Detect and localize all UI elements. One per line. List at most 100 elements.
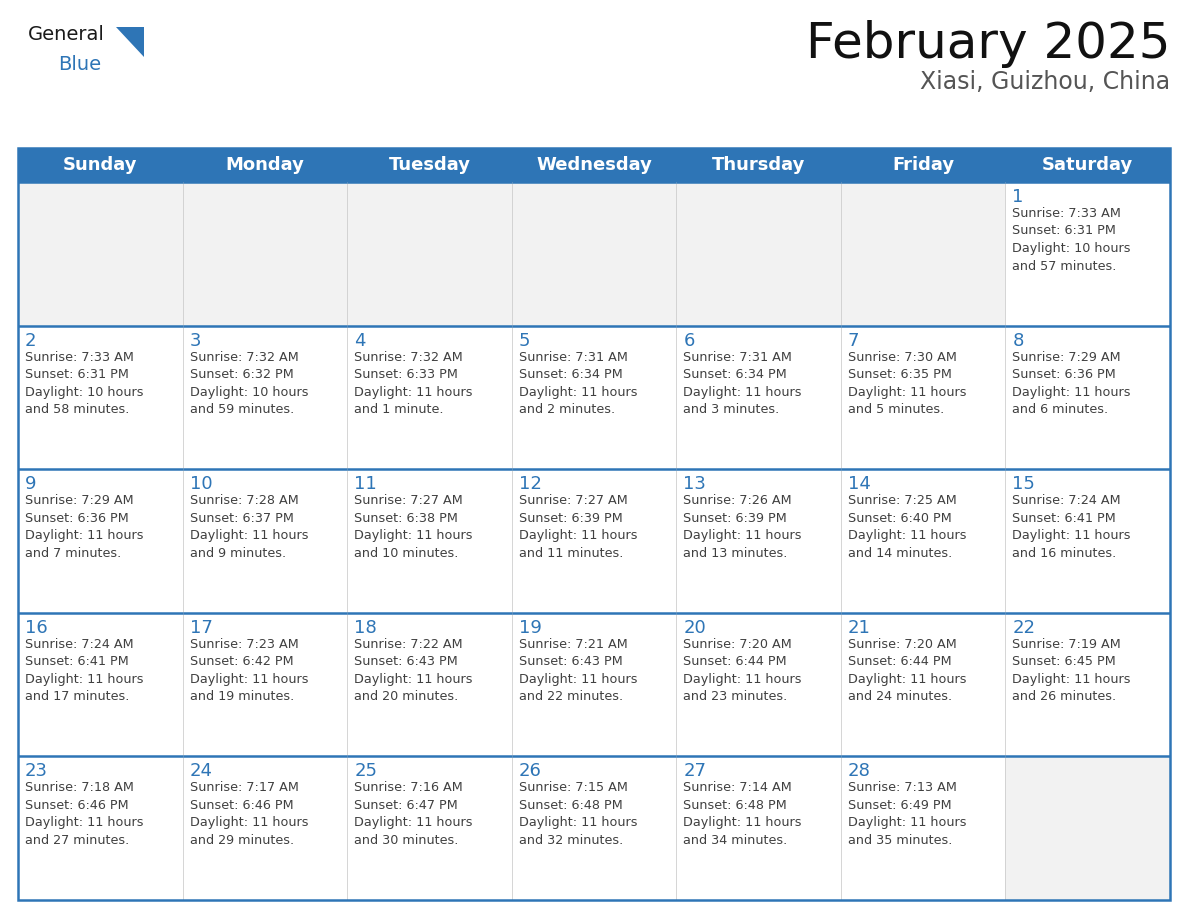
Text: Sunrise: 7:32 AM
Sunset: 6:32 PM
Daylight: 10 hours
and 59 minutes.: Sunrise: 7:32 AM Sunset: 6:32 PM Dayligh… bbox=[190, 351, 308, 416]
Text: 2: 2 bbox=[25, 331, 37, 350]
Bar bbox=[18, 148, 1170, 900]
Bar bbox=[1005, 756, 1170, 900]
Text: 3: 3 bbox=[190, 331, 201, 350]
Text: 17: 17 bbox=[190, 619, 213, 637]
Text: Sunrise: 7:24 AM
Sunset: 6:41 PM
Daylight: 11 hours
and 17 minutes.: Sunrise: 7:24 AM Sunset: 6:41 PM Dayligh… bbox=[25, 638, 144, 703]
Text: 19: 19 bbox=[519, 619, 542, 637]
Text: Sunrise: 7:21 AM
Sunset: 6:43 PM
Daylight: 11 hours
and 22 minutes.: Sunrise: 7:21 AM Sunset: 6:43 PM Dayligh… bbox=[519, 638, 637, 703]
Text: 15: 15 bbox=[1012, 476, 1035, 493]
Bar bbox=[347, 613, 512, 756]
Bar bbox=[1005, 613, 1170, 756]
Text: Sunrise: 7:28 AM
Sunset: 6:37 PM
Daylight: 11 hours
and 9 minutes.: Sunrise: 7:28 AM Sunset: 6:37 PM Dayligh… bbox=[190, 494, 308, 560]
Text: 22: 22 bbox=[1012, 619, 1036, 637]
Text: 25: 25 bbox=[354, 763, 377, 780]
Text: Thursday: Thursday bbox=[712, 156, 805, 174]
Polygon shape bbox=[116, 27, 144, 57]
Bar bbox=[841, 469, 1005, 613]
Text: Sunrise: 7:23 AM
Sunset: 6:42 PM
Daylight: 11 hours
and 19 minutes.: Sunrise: 7:23 AM Sunset: 6:42 PM Dayligh… bbox=[190, 638, 308, 703]
Bar bbox=[1005, 326, 1170, 469]
Text: Sunrise: 7:20 AM
Sunset: 6:44 PM
Daylight: 11 hours
and 24 minutes.: Sunrise: 7:20 AM Sunset: 6:44 PM Dayligh… bbox=[848, 638, 966, 703]
Text: 11: 11 bbox=[354, 476, 377, 493]
Text: 10: 10 bbox=[190, 476, 213, 493]
Text: Monday: Monday bbox=[226, 156, 304, 174]
Bar bbox=[676, 613, 841, 756]
Text: Sunrise: 7:22 AM
Sunset: 6:43 PM
Daylight: 11 hours
and 20 minutes.: Sunrise: 7:22 AM Sunset: 6:43 PM Dayligh… bbox=[354, 638, 473, 703]
Text: 1: 1 bbox=[1012, 188, 1024, 206]
Bar bbox=[841, 182, 1005, 326]
Bar bbox=[18, 182, 183, 326]
Text: Sunrise: 7:17 AM
Sunset: 6:46 PM
Daylight: 11 hours
and 29 minutes.: Sunrise: 7:17 AM Sunset: 6:46 PM Dayligh… bbox=[190, 781, 308, 847]
Bar bbox=[512, 613, 676, 756]
Text: Sunrise: 7:15 AM
Sunset: 6:48 PM
Daylight: 11 hours
and 32 minutes.: Sunrise: 7:15 AM Sunset: 6:48 PM Dayligh… bbox=[519, 781, 637, 847]
Text: Sunrise: 7:20 AM
Sunset: 6:44 PM
Daylight: 11 hours
and 23 minutes.: Sunrise: 7:20 AM Sunset: 6:44 PM Dayligh… bbox=[683, 638, 802, 703]
Bar bbox=[347, 326, 512, 469]
Text: Sunrise: 7:31 AM
Sunset: 6:34 PM
Daylight: 11 hours
and 3 minutes.: Sunrise: 7:31 AM Sunset: 6:34 PM Dayligh… bbox=[683, 351, 802, 416]
Text: Xiasi, Guizhou, China: Xiasi, Guizhou, China bbox=[920, 70, 1170, 94]
Text: 24: 24 bbox=[190, 763, 213, 780]
Text: Sunday: Sunday bbox=[63, 156, 138, 174]
Text: Blue: Blue bbox=[58, 55, 101, 74]
Bar bbox=[1005, 182, 1170, 326]
Bar bbox=[18, 756, 183, 900]
Bar bbox=[512, 756, 676, 900]
Bar bbox=[512, 469, 676, 613]
Text: 26: 26 bbox=[519, 763, 542, 780]
Text: 23: 23 bbox=[25, 763, 48, 780]
Text: Sunrise: 7:25 AM
Sunset: 6:40 PM
Daylight: 11 hours
and 14 minutes.: Sunrise: 7:25 AM Sunset: 6:40 PM Dayligh… bbox=[848, 494, 966, 560]
Text: General: General bbox=[29, 25, 105, 44]
Bar bbox=[347, 469, 512, 613]
Bar bbox=[676, 148, 841, 182]
Bar bbox=[676, 469, 841, 613]
Text: Sunrise: 7:29 AM
Sunset: 6:36 PM
Daylight: 11 hours
and 6 minutes.: Sunrise: 7:29 AM Sunset: 6:36 PM Dayligh… bbox=[1012, 351, 1131, 416]
Text: Sunrise: 7:18 AM
Sunset: 6:46 PM
Daylight: 11 hours
and 27 minutes.: Sunrise: 7:18 AM Sunset: 6:46 PM Dayligh… bbox=[25, 781, 144, 847]
Text: Tuesday: Tuesday bbox=[388, 156, 470, 174]
Bar bbox=[841, 148, 1005, 182]
Text: 21: 21 bbox=[848, 619, 871, 637]
Bar bbox=[841, 613, 1005, 756]
Text: Sunrise: 7:27 AM
Sunset: 6:38 PM
Daylight: 11 hours
and 10 minutes.: Sunrise: 7:27 AM Sunset: 6:38 PM Dayligh… bbox=[354, 494, 473, 560]
Text: Sunrise: 7:19 AM
Sunset: 6:45 PM
Daylight: 11 hours
and 26 minutes.: Sunrise: 7:19 AM Sunset: 6:45 PM Dayligh… bbox=[1012, 638, 1131, 703]
Text: Sunrise: 7:13 AM
Sunset: 6:49 PM
Daylight: 11 hours
and 35 minutes.: Sunrise: 7:13 AM Sunset: 6:49 PM Dayligh… bbox=[848, 781, 966, 847]
Text: Sunrise: 7:27 AM
Sunset: 6:39 PM
Daylight: 11 hours
and 11 minutes.: Sunrise: 7:27 AM Sunset: 6:39 PM Dayligh… bbox=[519, 494, 637, 560]
Bar bbox=[676, 326, 841, 469]
Text: 5: 5 bbox=[519, 331, 530, 350]
Bar bbox=[18, 613, 183, 756]
Text: 20: 20 bbox=[683, 619, 706, 637]
Text: 18: 18 bbox=[354, 619, 377, 637]
Text: 28: 28 bbox=[848, 763, 871, 780]
Bar bbox=[18, 469, 183, 613]
Bar bbox=[1005, 148, 1170, 182]
Bar bbox=[512, 326, 676, 469]
Text: 7: 7 bbox=[848, 331, 859, 350]
Bar bbox=[676, 756, 841, 900]
Bar bbox=[183, 326, 347, 469]
Bar bbox=[183, 469, 347, 613]
Text: Sunrise: 7:16 AM
Sunset: 6:47 PM
Daylight: 11 hours
and 30 minutes.: Sunrise: 7:16 AM Sunset: 6:47 PM Dayligh… bbox=[354, 781, 473, 847]
Text: 12: 12 bbox=[519, 476, 542, 493]
Text: 9: 9 bbox=[25, 476, 37, 493]
Bar bbox=[512, 182, 676, 326]
Text: 8: 8 bbox=[1012, 331, 1024, 350]
Bar bbox=[183, 613, 347, 756]
Bar bbox=[841, 326, 1005, 469]
Bar bbox=[183, 148, 347, 182]
Bar bbox=[347, 182, 512, 326]
Text: 4: 4 bbox=[354, 331, 366, 350]
Text: Sunrise: 7:33 AM
Sunset: 6:31 PM
Daylight: 10 hours
and 57 minutes.: Sunrise: 7:33 AM Sunset: 6:31 PM Dayligh… bbox=[1012, 207, 1131, 273]
Text: February 2025: February 2025 bbox=[805, 20, 1170, 68]
Text: Sunrise: 7:33 AM
Sunset: 6:31 PM
Daylight: 10 hours
and 58 minutes.: Sunrise: 7:33 AM Sunset: 6:31 PM Dayligh… bbox=[25, 351, 144, 416]
Text: Wednesday: Wednesday bbox=[536, 156, 652, 174]
Text: 16: 16 bbox=[25, 619, 48, 637]
Text: Sunrise: 7:26 AM
Sunset: 6:39 PM
Daylight: 11 hours
and 13 minutes.: Sunrise: 7:26 AM Sunset: 6:39 PM Dayligh… bbox=[683, 494, 802, 560]
Text: Sunrise: 7:29 AM
Sunset: 6:36 PM
Daylight: 11 hours
and 7 minutes.: Sunrise: 7:29 AM Sunset: 6:36 PM Dayligh… bbox=[25, 494, 144, 560]
Bar bbox=[18, 148, 183, 182]
Bar bbox=[183, 182, 347, 326]
Bar bbox=[183, 756, 347, 900]
Bar bbox=[347, 756, 512, 900]
Text: Sunrise: 7:24 AM
Sunset: 6:41 PM
Daylight: 11 hours
and 16 minutes.: Sunrise: 7:24 AM Sunset: 6:41 PM Dayligh… bbox=[1012, 494, 1131, 560]
Text: 27: 27 bbox=[683, 763, 707, 780]
Text: 13: 13 bbox=[683, 476, 706, 493]
Text: Friday: Friday bbox=[892, 156, 954, 174]
Bar bbox=[512, 148, 676, 182]
Text: Sunrise: 7:14 AM
Sunset: 6:48 PM
Daylight: 11 hours
and 34 minutes.: Sunrise: 7:14 AM Sunset: 6:48 PM Dayligh… bbox=[683, 781, 802, 847]
